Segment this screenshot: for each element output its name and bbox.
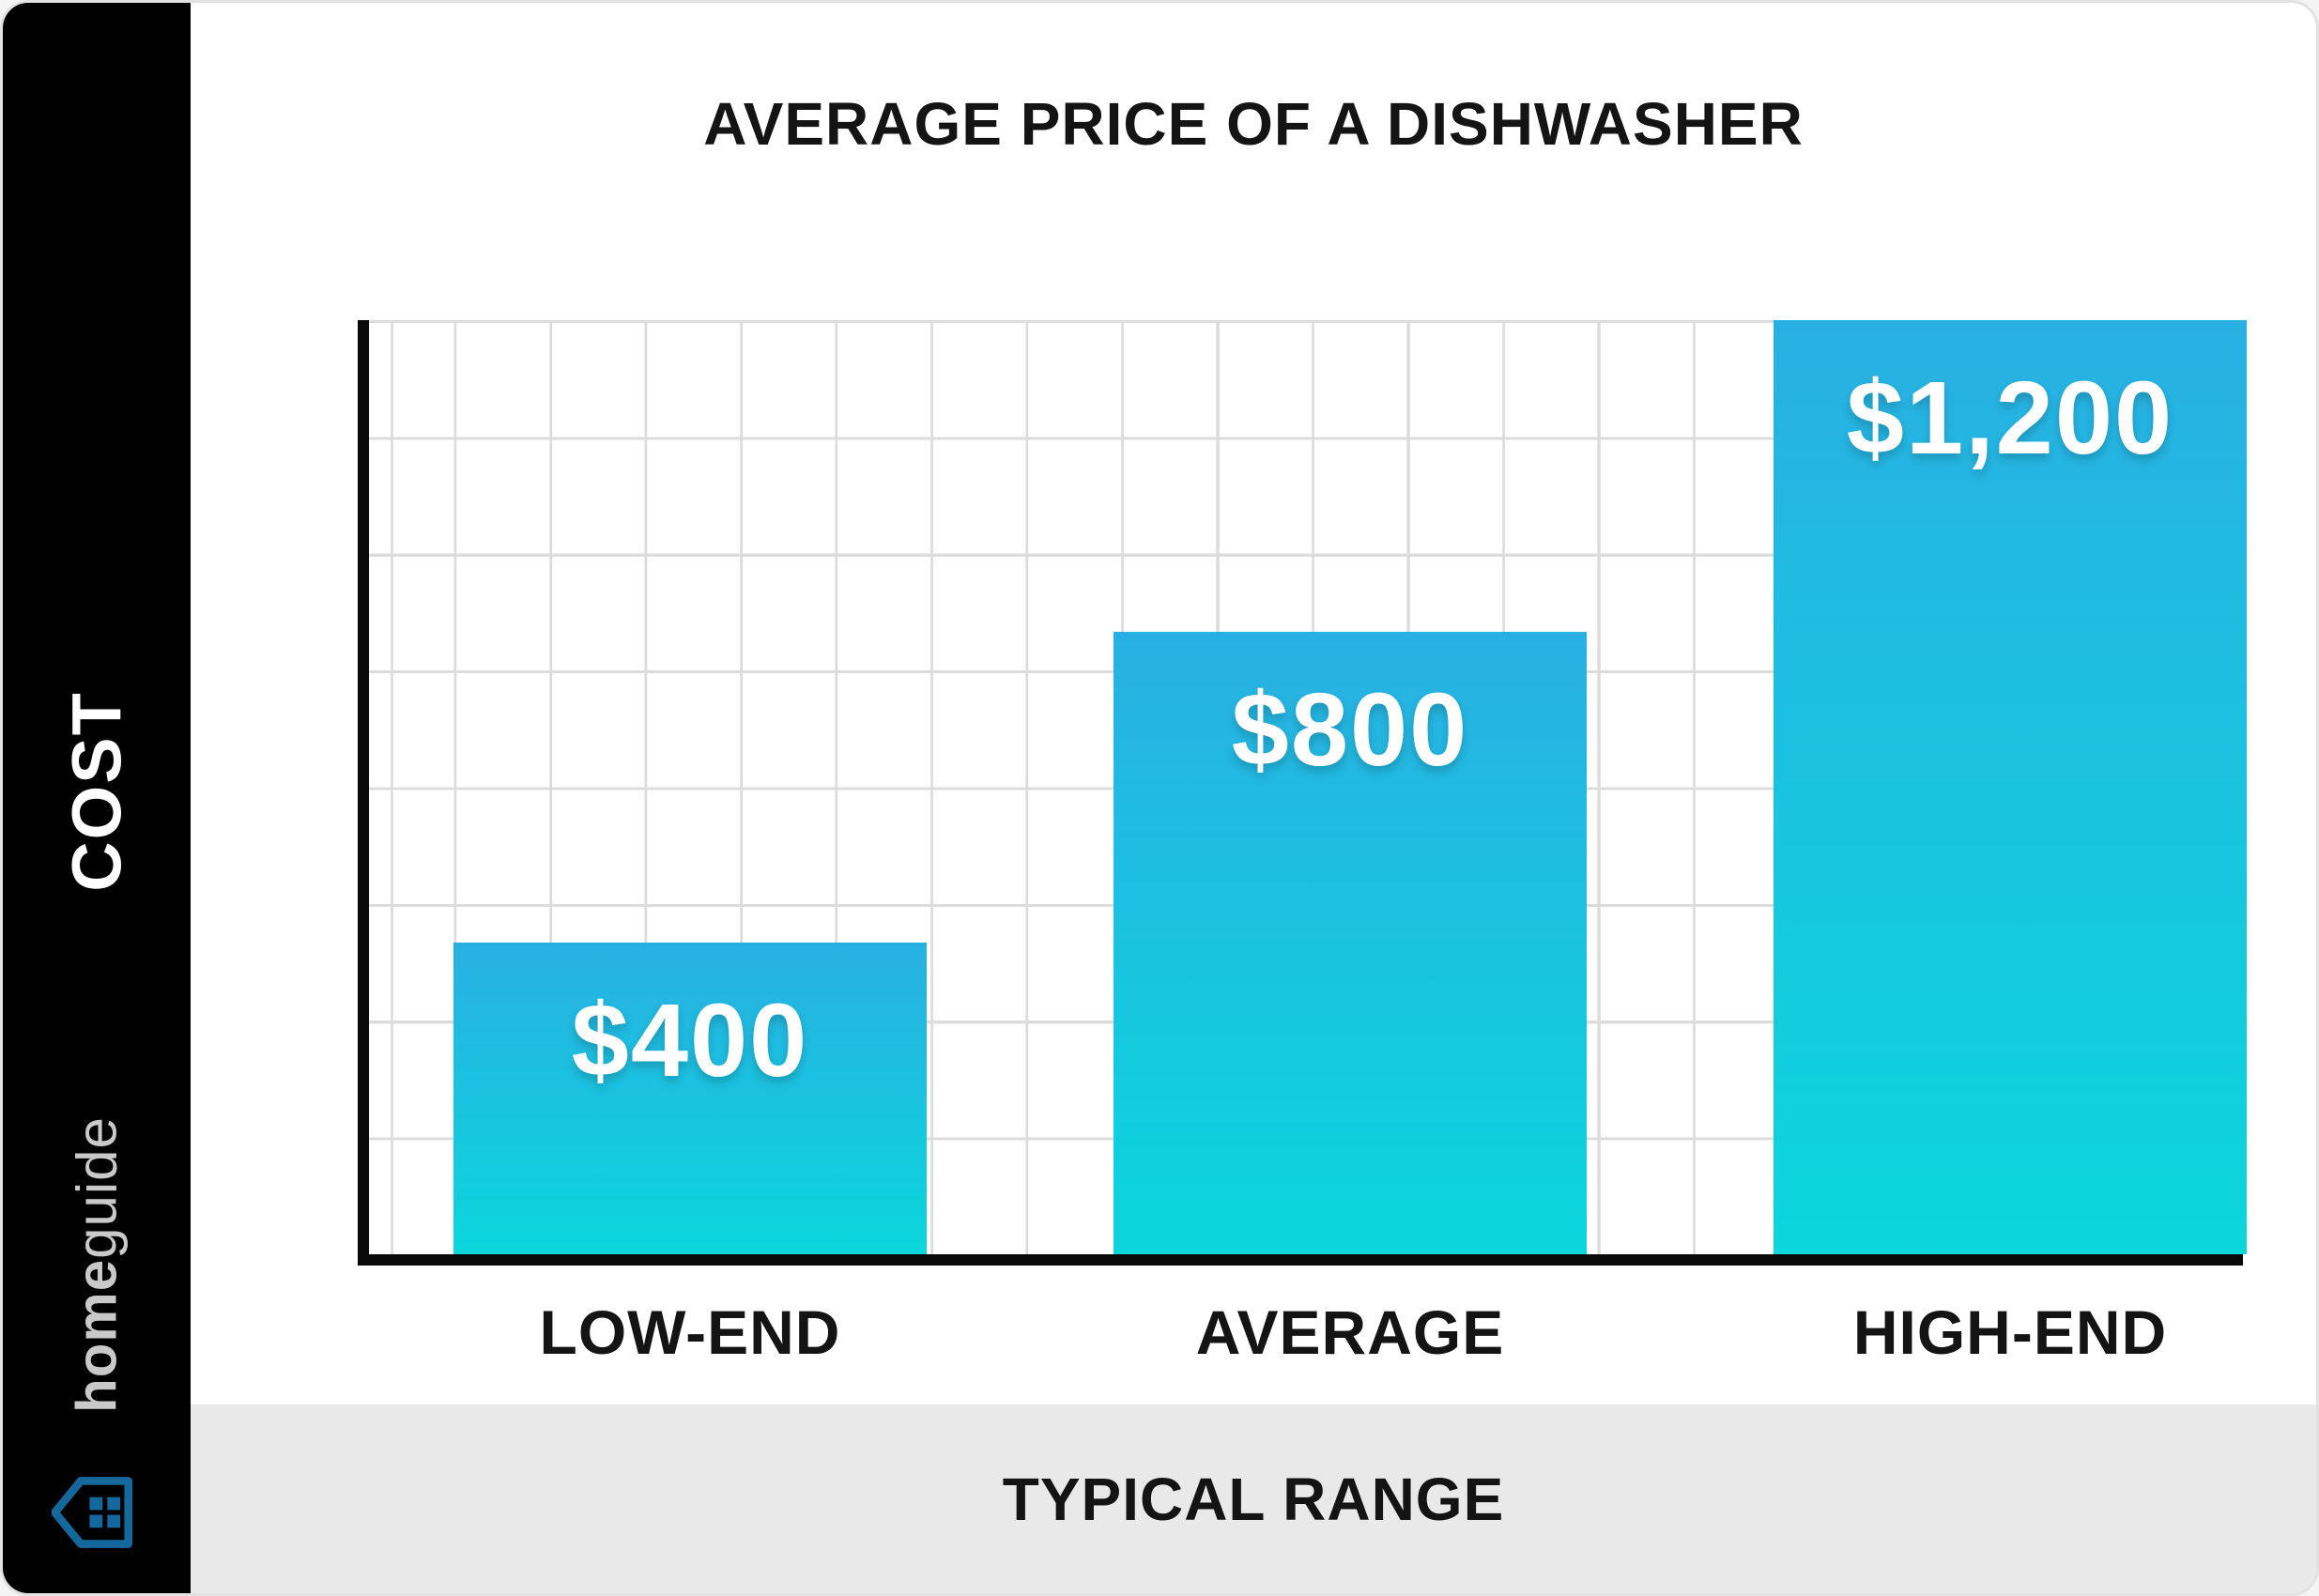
y-axis-title: COST	[57, 691, 136, 892]
brand-home: home	[65, 1258, 129, 1413]
y-axis-line	[358, 320, 369, 1266]
brand-guide: guide	[65, 1116, 129, 1259]
bar-low-end: $400	[453, 943, 927, 1254]
bar-value-label: $1,200	[1846, 361, 2174, 476]
brand-wordmark: homeguide	[65, 1116, 130, 1413]
grid-area: $400 $800 $1,200	[369, 320, 2247, 1254]
bar-value-label: $800	[1231, 672, 1469, 788]
sidebar: COST homeguide	[3, 3, 191, 1593]
bar-high-end: $1,200	[1774, 320, 2247, 1254]
x-axis-line	[358, 1254, 2243, 1266]
house-left-icon	[52, 1477, 132, 1548]
x-axis-label-low-end: LOW-END	[539, 1297, 841, 1367]
x-axis-label-average: AVERAGE	[1195, 1297, 1505, 1367]
footer-band: TYPICAL RANGE	[191, 1404, 2316, 1593]
bar-value-label: $400	[571, 983, 809, 1098]
x-axis-label-high-end: HIGH-END	[1852, 1297, 2168, 1367]
bar-average: $800	[1113, 632, 1587, 1254]
chart-title: AVERAGE PRICE OF A DISHWASHER	[703, 90, 1804, 158]
plot-area: $400 $800 $1,200	[358, 320, 2247, 1266]
x-axis-title: TYPICAL RANGE	[1002, 1465, 1505, 1533]
